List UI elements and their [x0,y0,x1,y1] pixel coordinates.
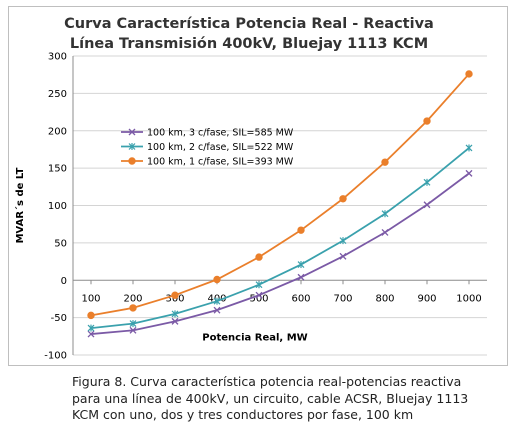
marker-stroke [423,201,431,209]
series-line [90,147,470,329]
y-tick-label: -50 [51,313,67,324]
data-point [423,201,431,209]
gridlines [72,55,487,356]
chart-svg: Curva Característica Potencia Real - Rea… [14,16,487,362]
marker-stroke [381,228,389,236]
marker-stroke [129,326,137,334]
series-line [90,172,470,335]
data-point [297,273,305,281]
data-point [339,195,347,203]
data-point [381,210,389,218]
series-3 [87,70,473,320]
x-axis-title: Potencia Real, MW [202,332,307,343]
data-point [129,326,137,334]
marker-stroke [297,273,305,281]
data-point [128,128,136,136]
x-tick-label: 800 [375,293,394,304]
data-point [423,117,431,125]
data-point [255,291,263,299]
legend-label: 100 km, 2 c/fase, SIL=522 MW [147,142,294,153]
data-point [171,310,179,318]
data-point [129,320,137,328]
data-point [129,304,137,312]
series-layer [87,70,473,338]
data-point [423,178,431,186]
legend-label: 100 km, 3 c/fase, SIL=585 MW [147,128,294,139]
data-point [87,311,95,320]
x-tick-labels: 1002003004005006007008009001000 [81,280,482,304]
data-point [297,226,305,234]
x-tick-label: 900 [417,293,436,304]
legend-item: 100 km, 3 c/fase, SIL=585 MW [121,128,294,139]
data-point [465,70,473,78]
y-tick-label: 200 [48,126,67,137]
data-point [171,317,179,325]
y-tick-label: 150 [48,164,67,175]
x-tick-label: 1000 [456,293,481,304]
series-2 [87,144,473,332]
marker-stroke [465,169,473,177]
y-tick-labels: -100 -50 0 50 100 150 200 250 300 [44,52,67,362]
legend-item: 100 km, 2 c/fase, SIL=522 MW [121,142,294,153]
chart-title-line-1: Curva Característica Potencia Real - Rea… [64,16,434,32]
data-point [297,261,305,269]
data-point [128,157,136,165]
y-tick-label: 50 [54,238,67,249]
data-point [465,169,473,177]
y-axis-title: MVAR´s de LT [14,167,26,243]
y-tick-label: -100 [44,351,67,362]
y-tick-label: 0 [61,276,67,287]
data-point [213,297,221,305]
chart-frame: Curva Característica Potencia Real - Rea… [8,6,508,366]
marker-stroke [87,330,95,338]
data-point [255,253,263,261]
legend-label: 100 km, 1 c/fase, SIL=393 MW [147,157,294,168]
marker-stroke [339,252,347,260]
y-tick-label: 100 [48,201,67,212]
data-point [339,252,347,260]
data-point [213,275,221,284]
y-tick-label: 300 [48,52,67,63]
x-tick-label: 700 [333,293,352,304]
chart-title-line-2: Línea Transmisión 400kV, Bluejay 1113 KC… [70,36,428,52]
data-point [381,228,389,236]
y-tick-label: 250 [48,89,67,100]
data-point [255,281,263,289]
figure-caption: Figura 8. Curva característica potencia … [72,374,469,422]
data-point [465,144,473,152]
legend: 100 km, 3 c/fase, SIL=585 MW 100 km, 2 c/… [121,128,294,168]
marker-stroke [213,306,221,314]
data-point [128,143,136,150]
data-point [339,237,347,245]
data-point [381,158,389,166]
x-tick-label: 100 [81,293,100,304]
marker-stroke [128,128,136,136]
x-tick-label: 600 [291,293,310,304]
x-tick-label: 200 [123,293,142,304]
data-point [87,330,95,338]
data-point [87,324,95,332]
x-tick-label: 500 [249,293,268,304]
data-point [213,306,221,314]
marker-stroke [255,291,263,299]
series-line [90,73,470,317]
series-1 [87,169,473,338]
marker-stroke [171,317,179,325]
data-point [171,291,179,299]
legend-item: 100 km, 1 c/fase, SIL=393 MW [121,157,294,168]
